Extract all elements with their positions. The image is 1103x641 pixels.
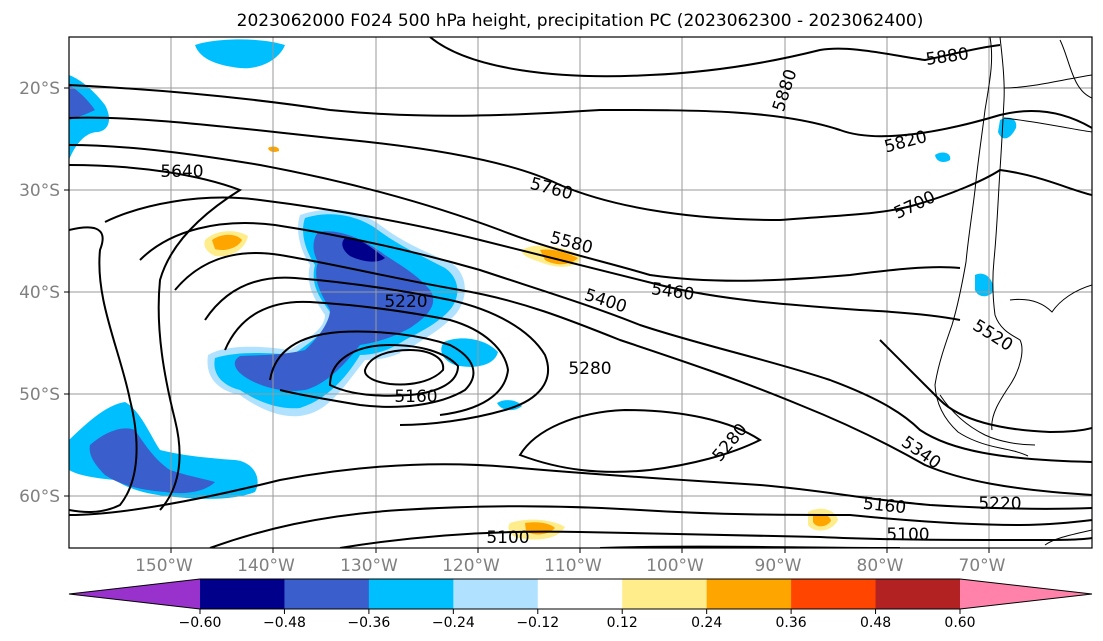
colorbar-tick-label: 0.12 xyxy=(607,615,638,631)
colorbar-segment xyxy=(791,579,877,609)
colorbar-segment xyxy=(537,579,623,609)
colorbar-segment xyxy=(284,579,370,609)
precip-cyan-east xyxy=(441,338,498,367)
lon-tick-label: 80°W xyxy=(857,556,904,576)
colorbar: −0.60 −0.48 −0.36 −0.24 −0.12 0.12 0.24 0.36 0.4… xyxy=(68,578,1093,631)
lat-tick-label: 20°S xyxy=(19,79,60,99)
colorbar-segment xyxy=(200,579,285,609)
contour-5100 xyxy=(339,530,1092,548)
colorbar-tick-label: −0.36 xyxy=(347,615,390,631)
colorbar-segment xyxy=(706,579,792,609)
border-north xyxy=(1003,74,1092,89)
colorbar-ticks: −0.60 −0.48 −0.36 −0.24 −0.12 0.12 0.24 0.36 0.4… xyxy=(179,609,976,631)
lat-tick-label: 50°S xyxy=(19,385,60,405)
lon-tick-label: 140°W xyxy=(237,556,295,576)
contour-label: 5160 xyxy=(862,494,907,518)
precip-cyan-small xyxy=(497,400,522,411)
map-title: 2023062000 F024 500 hPa height, precipit… xyxy=(237,11,924,31)
precip-orange-west xyxy=(212,234,242,250)
precip-orange-east xyxy=(813,514,831,527)
colorbar-segment xyxy=(875,579,961,609)
precip-cyan-speck xyxy=(935,152,951,163)
contour-5460 xyxy=(174,252,1092,496)
colorbar-extend-high xyxy=(960,579,1092,609)
contour-5220 xyxy=(69,463,1092,516)
contour-5640 xyxy=(69,164,243,511)
contour-label: 5100 xyxy=(886,525,929,545)
contour-label: 5220 xyxy=(978,494,1021,514)
lon-axis: 150°W 140°W 130°W 120°W 110°W 100°W 90°W… xyxy=(135,548,1006,576)
precip-orange-speck xyxy=(268,146,280,152)
lon-tick-label: 70°W xyxy=(959,556,1006,576)
precip-cyan-north xyxy=(195,39,285,69)
contour-5820 xyxy=(69,84,1092,138)
contour-label: 5640 xyxy=(160,162,203,182)
border-mid xyxy=(1003,117,1092,133)
lon-tick-label: 120°W xyxy=(442,556,500,576)
contour-label: 5280 xyxy=(568,359,611,379)
precip-orange-center xyxy=(540,249,578,265)
precip-blue-southwest xyxy=(89,428,215,494)
contour-5520 xyxy=(139,222,1092,463)
contour-5280-closed xyxy=(518,408,762,473)
colorbar-extend-low xyxy=(69,579,200,609)
lat-tick-label: 60°S xyxy=(19,487,60,507)
coast-antarctic xyxy=(1044,529,1092,546)
contour-5160 xyxy=(209,505,1092,548)
contour-5580 xyxy=(104,196,961,321)
contour-label: 5160 xyxy=(394,387,437,407)
contour-5340-east xyxy=(879,339,1092,434)
lat-tick-label: 40°S xyxy=(19,283,60,303)
contour-5220-low xyxy=(328,343,460,397)
colorbar-tick-label: −0.24 xyxy=(432,615,475,631)
lon-tick-label: 150°W xyxy=(135,556,193,576)
colorbar-segment xyxy=(622,579,708,609)
lon-tick-label: 110°W xyxy=(544,556,602,576)
contour-5400 xyxy=(204,276,550,426)
precip-blue-northwest xyxy=(69,85,95,120)
colorbar-tick-label: −0.48 xyxy=(263,615,306,631)
colorbar-tick-label: 0.24 xyxy=(691,615,722,631)
contour-5760 xyxy=(69,116,1092,222)
colorbar-tick-label: 0.36 xyxy=(776,615,807,631)
height-contours xyxy=(69,37,1092,548)
lon-tick-label: 90°W xyxy=(755,556,802,576)
contour-5280-low xyxy=(269,330,475,408)
contour-5340 xyxy=(224,300,510,416)
coast-andes xyxy=(991,37,1023,431)
contour-label: 5100 xyxy=(486,528,529,548)
lon-tick-label: 130°W xyxy=(340,556,398,576)
colorbar-tick-label: −0.60 xyxy=(179,615,222,631)
lat-tick-label: 30°S xyxy=(19,181,60,201)
contour-5880 xyxy=(429,37,1001,78)
lon-tick-label: 100°W xyxy=(646,556,704,576)
contour-5160-low xyxy=(363,348,445,386)
lat-axis: 20°S 30°S 40°S 50°S 60°S xyxy=(19,79,69,507)
border-east xyxy=(1059,39,1092,99)
colorbar-segment xyxy=(368,579,454,609)
contour-5600 xyxy=(69,226,138,513)
map-area: 5880 5880 5820 5760 5700 5640 5580 5520 … xyxy=(69,37,1092,548)
colorbar-segments xyxy=(69,579,1092,609)
coast-east xyxy=(1009,284,1092,313)
colorbar-tick-label: 0.60 xyxy=(944,615,975,631)
precip-dark-blue-core xyxy=(342,237,385,262)
colorbar-outline xyxy=(68,578,1093,610)
precip-blue-main xyxy=(234,231,434,391)
colorbar-tick-label: 0.48 xyxy=(860,615,891,631)
colorbar-tick-label: −0.12 xyxy=(516,615,559,631)
colorbar-segment xyxy=(453,579,539,609)
contour-label: 5220 xyxy=(384,292,427,312)
contour-5700 xyxy=(69,144,961,282)
